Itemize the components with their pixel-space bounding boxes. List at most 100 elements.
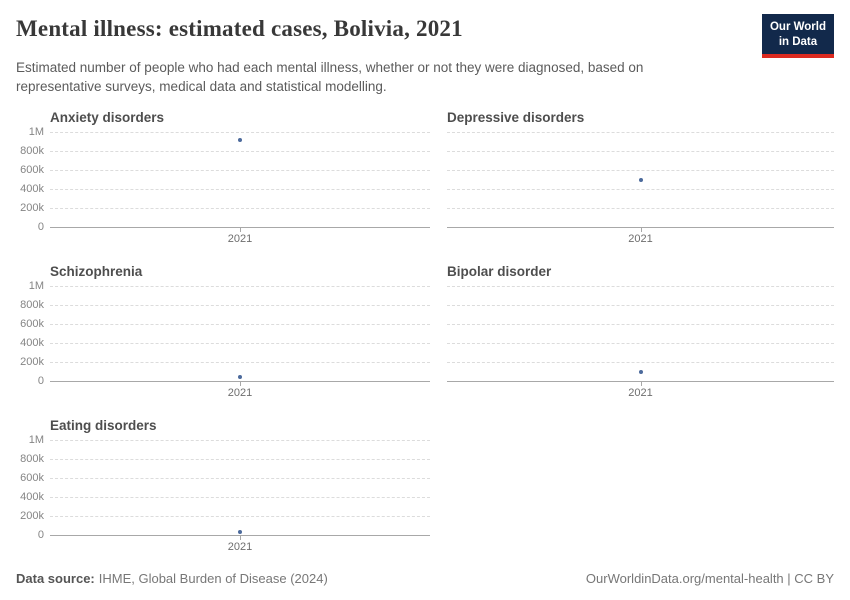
gridline [50,170,430,171]
gridline [50,151,430,152]
y-tick-label: 1M [28,126,44,138]
y-tick-label: 0 [37,221,44,233]
gridline [50,497,430,498]
gridline [447,170,834,171]
y-axis-labels: 1M 800k 600k 400k 200k 0 [16,280,50,387]
y-tick-label: 800k [20,145,44,157]
facet-panel: Schizophrenia 1M 800k 600k 400k 200k 0 2021 [16,264,430,403]
facet-panel: Bipolar disorder 2021 [447,264,834,403]
owid-logo: Our World in Data [761,14,834,58]
gridline [50,189,430,190]
plot-area [447,132,834,228]
gridline [50,459,430,460]
owid-logo-line1: Our World [769,21,826,33]
plot-area-wrap: 2021 [50,132,430,249]
facet-grid: Anxiety disorders 1M 800k 600k 400k 200k 0 2021… [16,110,834,557]
gridline [50,208,430,209]
plot-area [50,286,430,382]
plot-area [447,286,834,382]
facet-title: Anxiety disorders [50,110,165,125]
facet-panel: Depressive disorders 2021 [447,110,834,249]
facet-body: 1M 800k 600k 400k 200k 0 2021 [16,434,430,557]
y-tick-label: 600k [20,472,44,484]
x-tick-label: 2021 [628,233,653,245]
y-tick-label: 800k [20,453,44,465]
gridline [447,189,834,190]
facet-body: 2021 [447,286,834,403]
facet-panel: Anxiety disorders 1M 800k 600k 400k 200k 0 2021 [16,110,430,249]
x-tick-label: 2021 [227,387,253,399]
x-tick-mark [240,228,241,232]
gridline [447,343,834,344]
y-tick-label: 1M [28,434,44,446]
facet-body: 1M 800k 600k 400k 200k 0 2021 [16,126,430,249]
data-source-text: IHME, Global Burden of Disease (2024) [98,571,328,586]
x-tick-mark [640,228,642,232]
y-tick-label: 0 [37,529,44,541]
x-tick-mark [640,382,642,386]
x-tick-mark [240,382,241,386]
x-axis: 2021 [447,228,834,249]
plot-area-wrap: 2021 [447,286,834,403]
y-tick-label: 400k [20,337,44,349]
y-tick-label: 0 [37,375,44,387]
y-tick-label: 1M [28,280,44,292]
owid-logo-line2: in Data [778,35,818,48]
gridline [447,362,834,363]
y-tick-label: 200k [20,356,44,368]
plot-area-wrap: 2021 [50,286,430,403]
gridline [50,324,430,325]
facet-title: Depressive disorders [447,110,585,125]
gridline [447,305,834,306]
y-tick-label: 400k [20,183,44,195]
gridline [50,286,430,287]
footer: Data source: IHME, Global Burden of Disea… [16,571,834,586]
plot-area-wrap: 2021 [50,440,430,557]
plot-area [50,132,430,228]
x-axis: 2021 [50,382,430,403]
y-tick-label: 600k [20,318,44,330]
chart-subtitle: Estimated number of people who had each … [16,59,644,95]
gridline [447,151,834,152]
owid-url-link[interactable]: OurWorldinData.org/mental-health | CC BY [585,571,834,586]
x-axis: 2021 [447,382,834,403]
y-tick-label: 600k [20,164,44,176]
data-point[interactable] [238,530,242,535]
gridline [50,440,430,441]
gridline [50,305,430,306]
data-point[interactable] [638,369,643,374]
x-tick-label: 2021 [628,387,653,399]
facet-body: 1M 800k 600k 400k 200k 0 2021 [16,280,430,403]
facet-body: 2021 [447,132,834,249]
gridline [50,516,430,517]
facet-title: Eating disorders [50,418,157,433]
chart-title: Mental illness: estimated cases, Bolivia… [16,16,463,41]
facet-title: Bipolar disorder [447,264,552,279]
header: Mental illness: estimated cases, Bolivia… [16,14,834,58]
plot-area-wrap: 2021 [447,132,834,249]
gridline [447,324,834,325]
data-source: Data source: IHME, Global Burden of Disea… [16,571,328,586]
data-source-label: Data source: [16,571,95,586]
y-tick-label: 800k [20,299,44,311]
data-point[interactable] [638,178,643,183]
x-tick-label: 2021 [227,541,253,553]
x-axis: 2021 [50,536,430,557]
gridline [50,362,430,363]
gridline [50,132,430,133]
plot-area [50,440,430,536]
x-tick-label: 2021 [227,233,253,245]
gridline [447,132,834,133]
gridline [447,208,834,209]
gridline [50,343,430,344]
data-point[interactable] [238,138,242,143]
facet-panel: Eating disorders 1M 800k 600k 400k 200k 0 2021 [16,418,430,557]
x-axis: 2021 [50,228,430,249]
y-tick-label: 200k [20,510,44,522]
gridline [447,286,834,287]
y-axis-labels: 1M 800k 600k 400k 200k 0 [16,126,50,233]
x-tick-mark [240,536,241,540]
data-point[interactable] [238,374,242,379]
y-tick-label: 200k [20,202,44,214]
